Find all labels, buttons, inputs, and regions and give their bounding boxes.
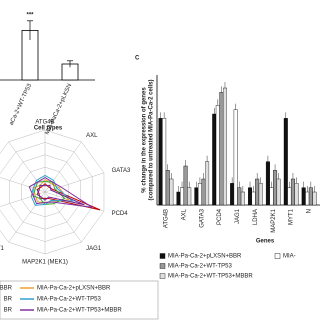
- legend-label: MIA-: [283, 254, 296, 260]
- radar-line: [36, 183, 101, 211]
- x-tick-label: MYT1: [289, 208, 295, 225]
- bar: [222, 87, 227, 206]
- radar-grid-ring: [0, 142, 93, 242]
- radar-axis-label: GATA3: [112, 168, 131, 174]
- bar: [169, 178, 174, 206]
- radar-axis-label: AXL: [86, 133, 98, 139]
- bar: [237, 187, 242, 206]
- bar: [258, 183, 263, 206]
- legend-label: MIA-Pa-Ca-2+WT-TP53+MBBR: [168, 274, 253, 280]
- radar-spoke: [44, 141, 82, 193]
- bar: [215, 105, 220, 206]
- bar: [240, 191, 245, 206]
- radar-spoke: [44, 191, 105, 212]
- radar-axis-label: MAP2K1 (MEK1): [22, 260, 68, 266]
- y-axis-label-note: (compared to untreated MIA-Pa-Ca-2 cells…: [149, 79, 155, 200]
- bar: [183, 165, 188, 206]
- legend-swatch: [159, 253, 166, 259]
- bar: [276, 178, 281, 206]
- legend-label: MIA-Pa-Ca-2+WT-TP53: [168, 264, 233, 270]
- x-axis-label: Cell types: [34, 126, 63, 132]
- legend-label: MIA-Pa-Ca-2+WT-TP53+MBBR: [37, 308, 122, 314]
- legend-label: MIA-Pa-Ca-2+pLXSN+BBR: [37, 286, 111, 292]
- legend-swatch: [159, 263, 166, 269]
- bar: [301, 187, 306, 206]
- legend-swatch: [274, 253, 281, 259]
- x-axis-label: Genes: [256, 239, 275, 245]
- bar: [194, 187, 199, 206]
- radar-axis-label: ATG4B: [35, 120, 54, 126]
- x-tick-label: N: [307, 209, 313, 213]
- bar: [230, 183, 235, 206]
- annotation: ***: [26, 12, 34, 18]
- radar-line: [28, 176, 93, 208]
- bar: [180, 187, 185, 206]
- radar-line: [30, 174, 74, 206]
- bar: [255, 178, 260, 206]
- legend-label: BR: [4, 308, 13, 314]
- legend-box: [0, 280, 159, 320]
- bar: [265, 161, 270, 206]
- legend-label: MIA-Pa-Ca-2+WT-TP53: [37, 297, 102, 303]
- legend-label: BR: [4, 297, 13, 303]
- bar: [290, 178, 295, 206]
- bar: [201, 178, 206, 206]
- x-tick-label: MAP2K1: [271, 208, 277, 232]
- y-axis-label: % change in the expression of genes: [142, 87, 148, 193]
- x-tick-label: PCD4: [217, 208, 223, 225]
- bar: [283, 118, 288, 206]
- bar: [162, 118, 167, 206]
- x-tick-label: GATA3: [199, 208, 205, 227]
- bar: [305, 191, 310, 206]
- radar-axis-label: PCD4: [112, 211, 129, 217]
- bar: [308, 187, 313, 206]
- legend-swatch: [159, 273, 166, 279]
- radar-grid-ring: [0, 129, 105, 255]
- bar: [233, 109, 238, 206]
- radar-spoke: [8, 191, 46, 243]
- x-tick-label: aCa-2+WT-TP53: [9, 82, 34, 126]
- bar: [212, 113, 217, 206]
- bar: [251, 191, 256, 206]
- bar: [273, 170, 278, 206]
- radar-axis-label: YT1: [0, 246, 5, 252]
- radar-line: [36, 184, 85, 206]
- bar: [294, 183, 299, 206]
- bar: [312, 191, 317, 206]
- bar: [187, 187, 192, 206]
- bar: [197, 183, 202, 206]
- bar: [287, 187, 292, 206]
- legend-label: BBR: [0, 286, 13, 292]
- bar: [269, 187, 274, 206]
- panel-label: C: [135, 56, 140, 62]
- x-tick-label: JAG1: [235, 208, 241, 224]
- x-tick-label: AXL: [181, 208, 187, 220]
- bar: [205, 161, 210, 206]
- radar-spoke: [8, 141, 46, 193]
- x-tick-label: LDHA: [253, 209, 259, 225]
- bar: [248, 187, 253, 206]
- bar: [165, 170, 170, 206]
- radar-axis-label: JAG1: [86, 246, 102, 252]
- bar: [158, 118, 163, 206]
- x-tick-label: ATG4B: [164, 209, 170, 228]
- bar: [176, 191, 181, 206]
- legend-label: MIA-Pa-Ca-2+pLXSN+BBR: [168, 254, 242, 260]
- bar: [219, 92, 224, 206]
